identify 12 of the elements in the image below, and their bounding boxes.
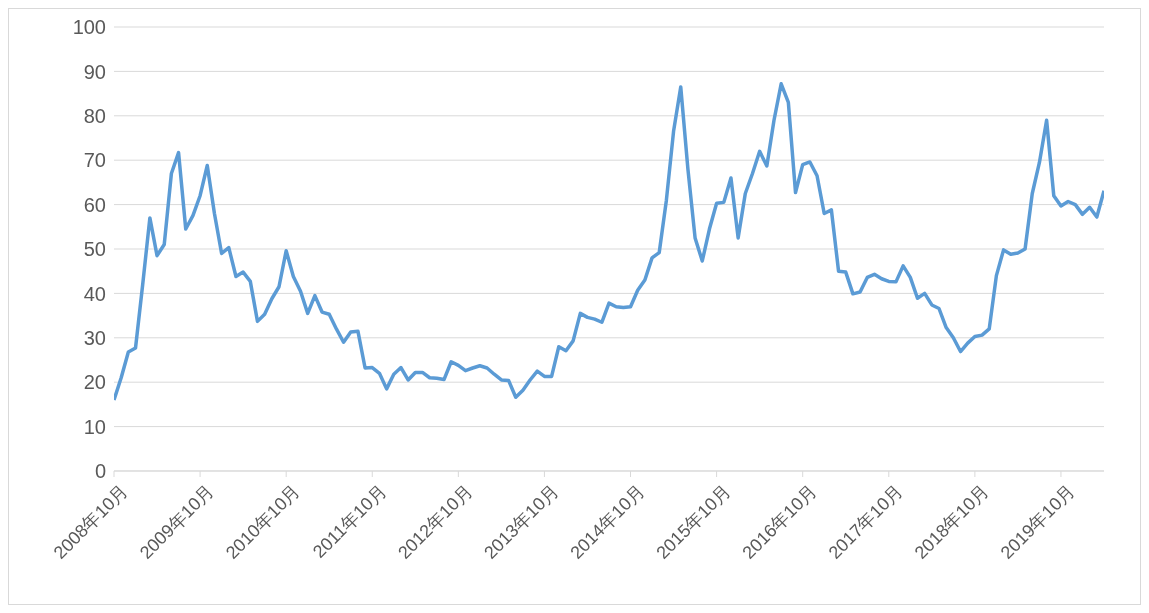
y-tick-label: 30: [83, 326, 106, 349]
y-tick-label: 20: [83, 371, 106, 394]
y-tick-label: 80: [83, 104, 106, 127]
y-tick-label: 10: [83, 415, 106, 438]
y-tick-label: 50: [83, 238, 106, 261]
y-tick-label: 40: [83, 282, 106, 305]
y-tick-label: 0: [94, 460, 106, 483]
y-tick-label: 70: [83, 149, 106, 172]
y-tick-label: 100: [72, 16, 106, 39]
y-tick-label: 60: [83, 193, 106, 216]
line-series: [114, 82, 1104, 402]
y-tick-label: 90: [83, 60, 106, 83]
